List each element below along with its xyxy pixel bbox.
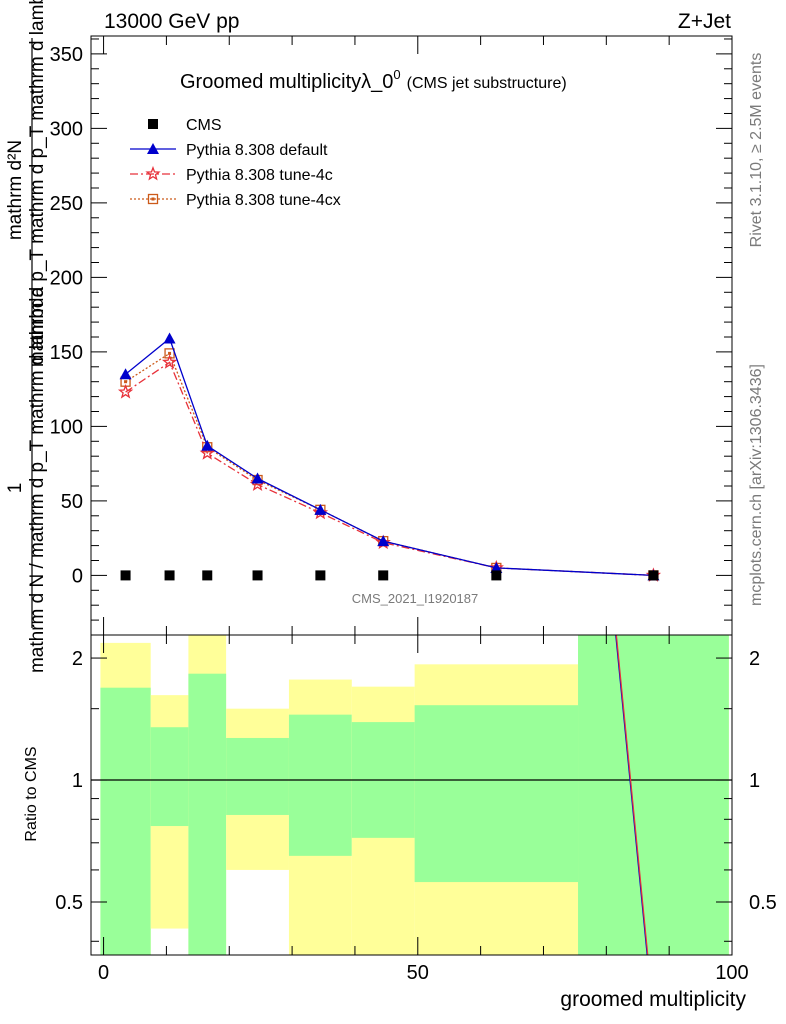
data-point-square <box>120 570 131 581</box>
x-tick-label: 0 <box>98 962 109 984</box>
y-tick-label: 0 <box>72 565 83 587</box>
ratio-y-tick-label: 2 <box>72 648 83 670</box>
ratio-band-inner <box>226 737 289 815</box>
y-label-numerator-two: mathrm d²N <box>5 140 26 240</box>
x-tick-label: 100 <box>715 962 748 984</box>
y-label-denominator-two: mathrm d p_T mathrm d p_T mathrm d lambd… <box>27 0 48 367</box>
data-point-triangle <box>119 368 132 380</box>
y-tick-label: 150 <box>50 342 83 364</box>
ratio-lines <box>91 634 732 956</box>
ratio-y-tick-label: 0.5 <box>55 892 83 914</box>
ratio-frame <box>90 634 733 956</box>
data-point-triangle <box>251 472 264 484</box>
data-point-square <box>148 119 158 129</box>
legend-label: Pythia 8.308 tune-4c <box>186 167 333 184</box>
data-point-star <box>117 384 134 399</box>
y-tick-label: 350 <box>50 44 83 66</box>
data-point-star <box>199 445 216 460</box>
chart-subtitle: (CMS jet substructure) <box>407 75 567 92</box>
data-point-square <box>252 570 263 581</box>
energy-label: 13000 GeV pp <box>104 10 239 33</box>
data-point-square <box>164 570 175 581</box>
data-point-square <box>648 570 659 581</box>
ratio-y-tick-label: 1 <box>72 770 83 792</box>
data-point-square <box>202 570 213 581</box>
legend-label: Pythia 8.308 tune-4cx <box>186 192 341 209</box>
ratio-series-line <box>615 634 648 956</box>
legend: CMS Pythia 8.308 default Pythia 8.308 tune… <box>130 117 341 209</box>
ratio-band-inner <box>288 714 352 856</box>
ratio-band-inner <box>188 673 227 955</box>
data-point-triangle <box>490 561 503 573</box>
analysis-label: CMS_2021_I1920187 <box>352 591 479 606</box>
chart-title-main: Groomed multiplicityλ_0 <box>180 71 393 93</box>
data-point-star <box>145 165 161 181</box>
data-point-open-square-center <box>124 380 128 384</box>
ratio-y-tick-label-right: 2 <box>749 648 760 670</box>
main-series <box>117 332 662 582</box>
ratio-y-label: Ratio to CMS <box>23 746 40 841</box>
ratio-y-tick-label-right: 1 <box>749 770 760 792</box>
chart-title-superscript: 0 <box>393 67 400 82</box>
main-y-axis-label: 1 mathrm d N / mathrm d p_T mathrm d lam… <box>5 0 48 673</box>
data-point-star <box>161 354 178 369</box>
y-tick-label: 300 <box>50 118 83 140</box>
y-tick-label: 250 <box>50 193 83 215</box>
main-y-ticks: 0 50 100 150 200 250 300 350 <box>50 36 733 635</box>
y-tick-label: 200 <box>50 267 83 289</box>
data-point-star <box>312 504 329 520</box>
x-axis-label: groomed multiplicity <box>560 988 746 1011</box>
data-point-open-square-center <box>151 197 155 201</box>
y-label-numerator-one: 1 <box>5 483 26 494</box>
ratio-band-inner <box>150 727 189 827</box>
ratio-y-tick-label-right: 0.5 <box>749 892 777 914</box>
y-tick-label: 100 <box>50 416 83 438</box>
ratio-panel: 0.5 0.5 1 1 2 2 0 50 100 Ratio to CMS groomed mu… <box>23 634 777 1011</box>
data-point-triangle <box>314 503 327 515</box>
data-point-square <box>491 570 502 581</box>
data-point-triangle <box>147 143 159 154</box>
ratio-series-line <box>615 634 649 956</box>
data-point-square <box>315 570 326 581</box>
rivet-label: Rivet 3.1.10, ≥ 2.5M events <box>748 53 765 248</box>
series-line <box>125 337 654 577</box>
ratio-band-inner <box>578 635 729 955</box>
y-tick-label: 50 <box>61 491 83 513</box>
main-panel: 0 50 100 150 200 250 300 350 Groomed multiplici… <box>5 0 733 673</box>
data-point-triangle <box>201 439 214 451</box>
data-point-open-square-center <box>168 351 172 355</box>
series-line <box>125 361 654 577</box>
ratio-band-inner <box>414 705 579 883</box>
ratio-bands <box>100 635 729 955</box>
chart-title: Groomed multiplicityλ_00 (CMS jet substru… <box>180 67 567 93</box>
data-point-triangle <box>163 332 176 344</box>
data-point-open-square <box>147 193 159 205</box>
series-line <box>125 352 654 577</box>
ratio-band-inner <box>100 687 151 955</box>
legend-label: CMS <box>186 117 222 134</box>
mcplots-label: mcplots.cern.ch [arXiv:1306.3436] <box>748 364 765 606</box>
process-label: Z+Jet <box>678 10 731 33</box>
x-tick-label: 50 <box>407 962 429 984</box>
legend-label: Pythia 8.308 default <box>186 142 328 159</box>
data-point-square <box>378 570 389 581</box>
data-point-triangle <box>377 535 390 547</box>
ratio-ticks: 0.5 0.5 1 1 2 2 0 50 100 <box>55 635 777 984</box>
